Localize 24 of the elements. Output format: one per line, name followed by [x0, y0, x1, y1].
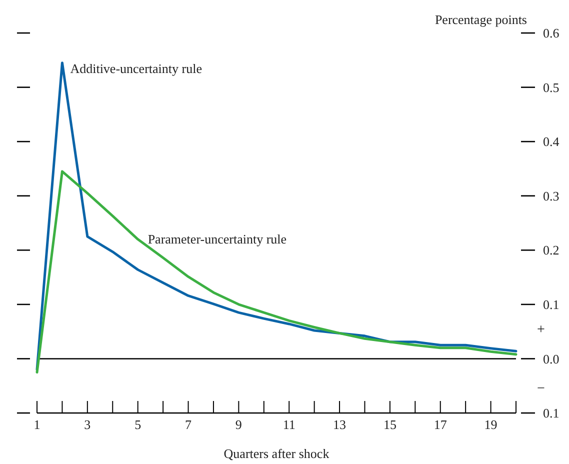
x-tick-label: 5: [134, 417, 142, 432]
text: −: [537, 382, 546, 397]
x-tick-label: 9: [235, 417, 242, 432]
y-tick-label: 0.4: [543, 134, 560, 150]
y-axis-title: Percentage points: [434, 12, 527, 27]
x-tick-label: 13: [333, 417, 346, 432]
y-tick-label: 0.5: [543, 80, 560, 95]
x-tick-label: 19: [484, 417, 498, 432]
x-tick-label: 11: [282, 417, 296, 432]
x-axis-title: Quarters after shock: [224, 446, 330, 461]
x-tick-label: 7: [185, 417, 192, 432]
x-tick-label: 17: [434, 417, 448, 432]
series-label: Additive-uncertainty rule: [70, 60, 202, 76]
y-tick-label: 0.1: [543, 296, 560, 312]
y-tick-label: 0.6: [543, 26, 560, 41]
series-label: Parameter-uncertainty rule: [148, 231, 287, 246]
y-tick-label: 0.0: [543, 351, 560, 366]
x-tick-label: 15: [383, 417, 396, 432]
y-tick-label: 0.1: [543, 406, 560, 421]
text: +: [537, 322, 546, 338]
x-tick-label: 3: [84, 417, 91, 432]
y-tick-label: 0.2: [543, 242, 560, 258]
y-tick-label: 0.3: [543, 188, 560, 204]
x-tick-label: 1: [34, 417, 40, 432]
